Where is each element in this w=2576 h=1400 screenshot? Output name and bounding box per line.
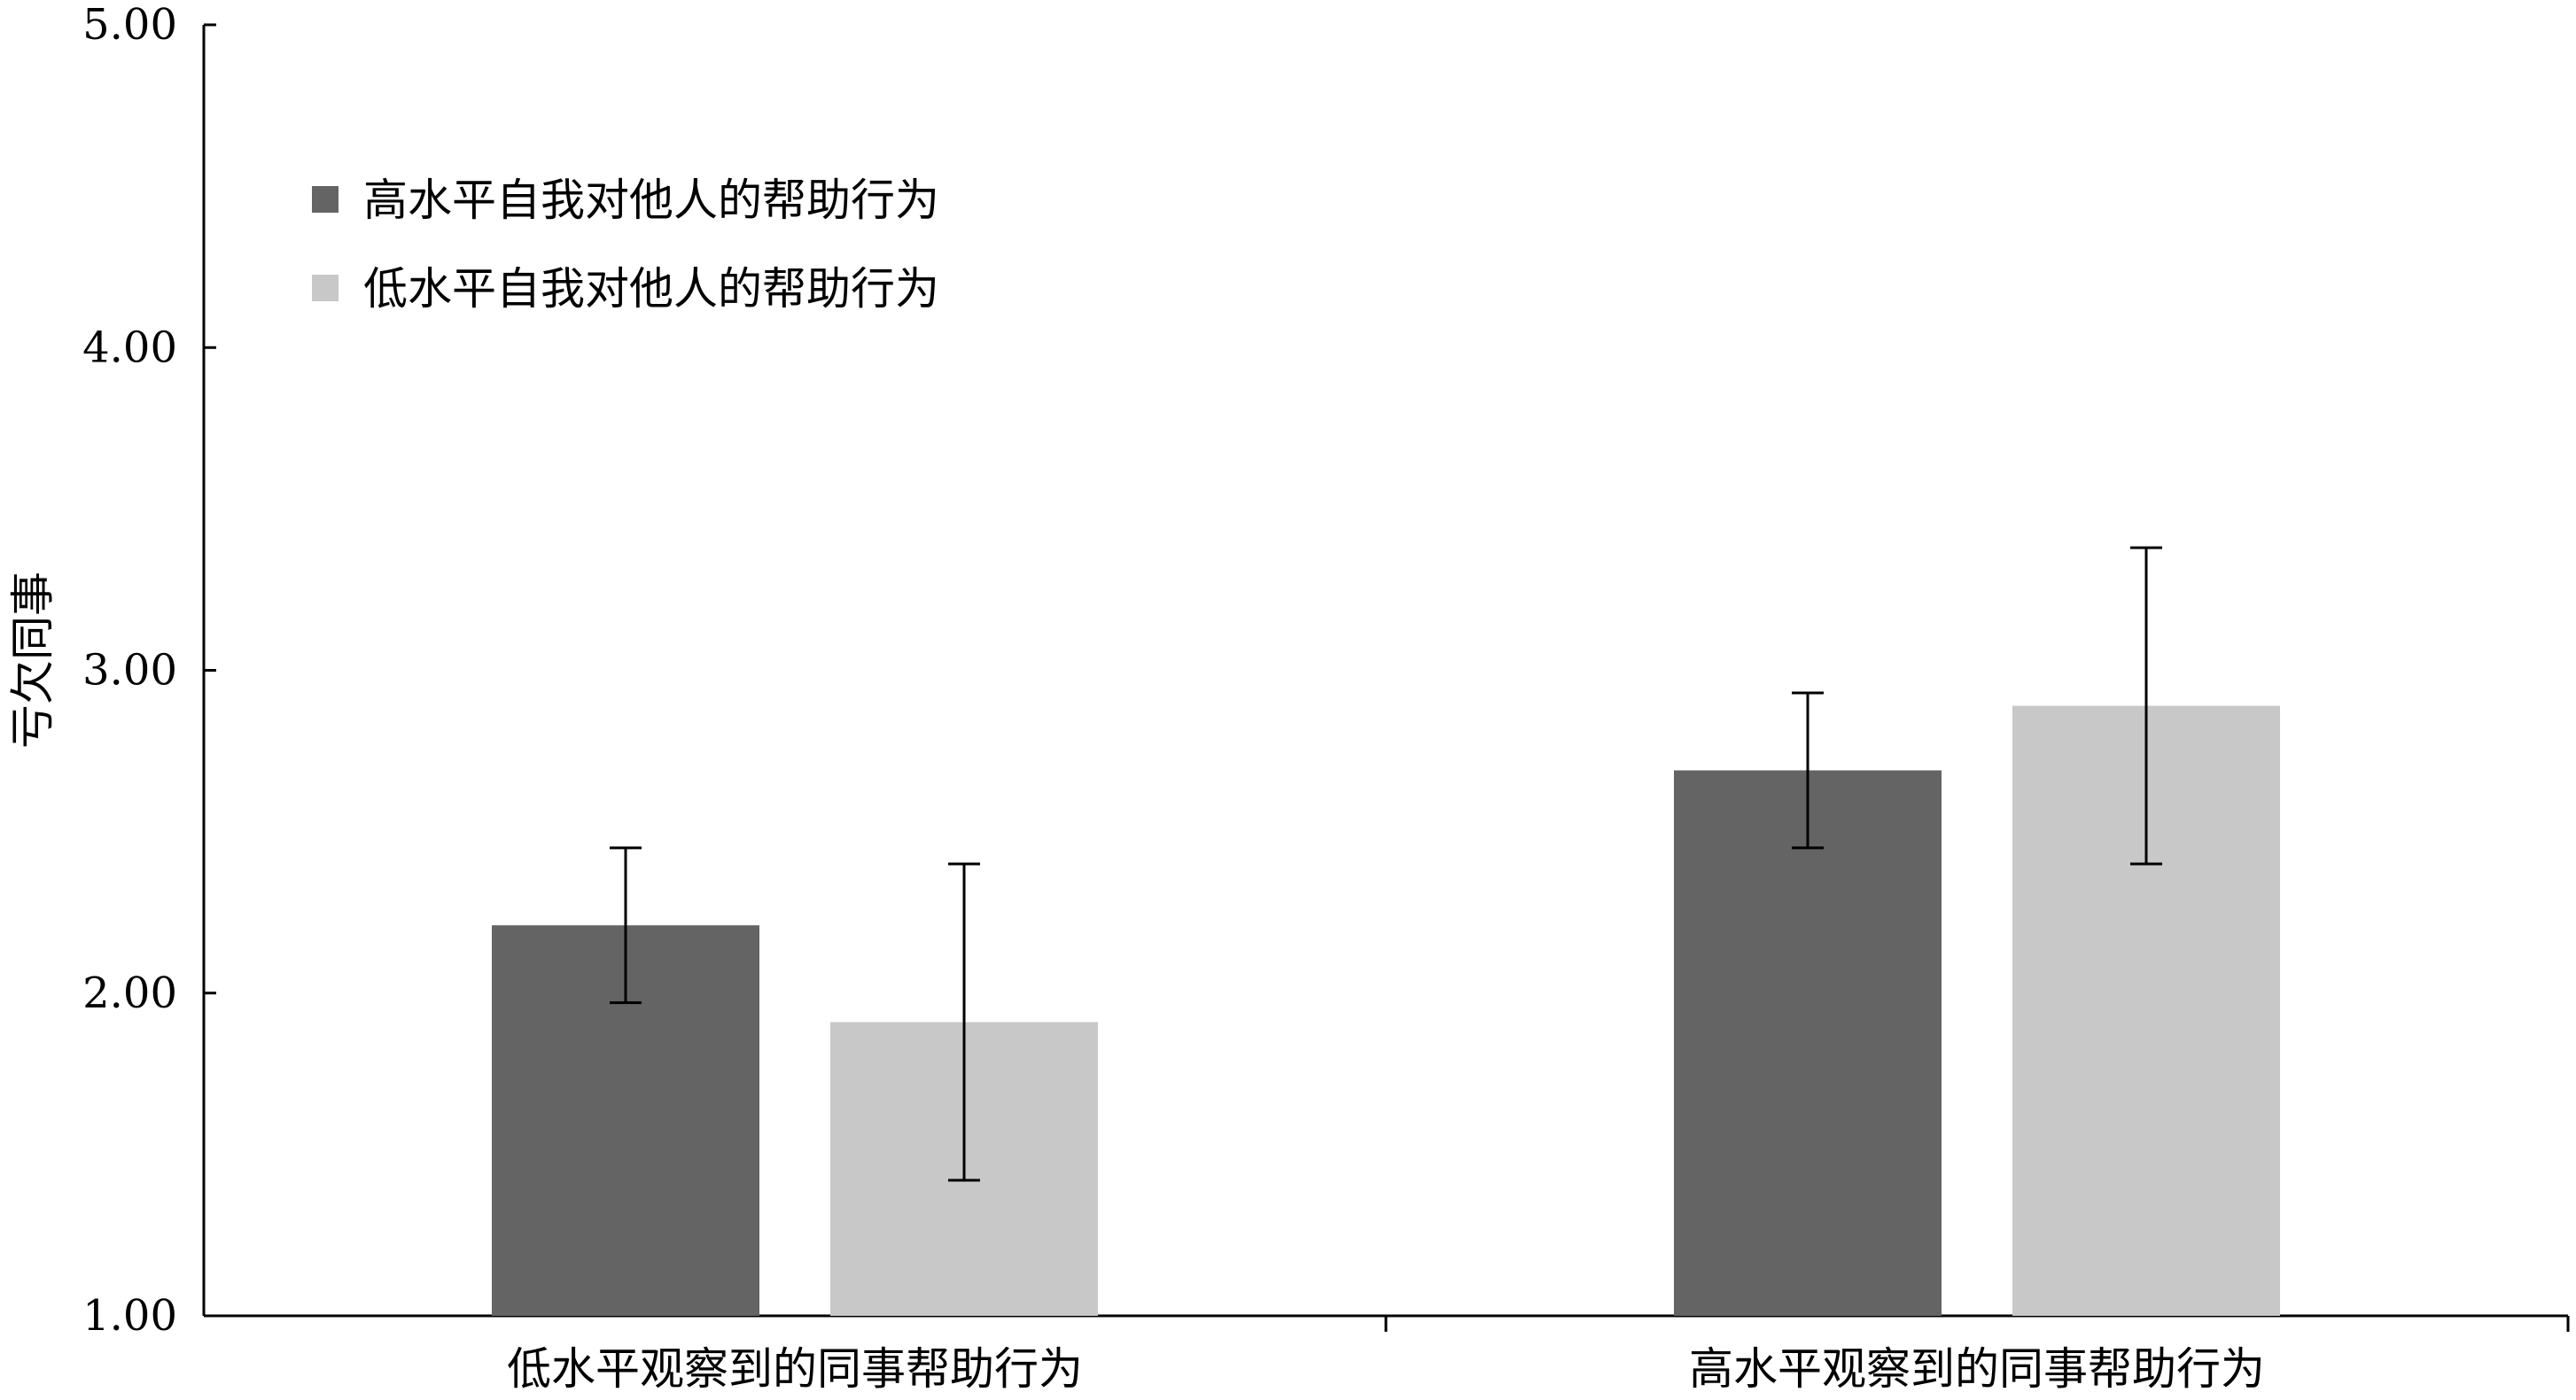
legend-label: 高水平自我对他人的帮助行为 xyxy=(363,175,939,226)
y-tick-label: 1.00 xyxy=(82,1291,177,1341)
y-tick-label: 5.00 xyxy=(82,0,177,50)
y-tick-label: 4.00 xyxy=(82,323,177,372)
y-tick-label: 3.00 xyxy=(82,646,177,696)
bar xyxy=(1674,770,1942,1316)
axis-labels: 亏欠同事 xyxy=(7,572,58,749)
error-bars xyxy=(610,546,2162,1182)
bars xyxy=(492,705,2280,1316)
legend-swatch xyxy=(312,186,339,213)
x-category-label: 低水平观察到的同事帮助行为 xyxy=(507,1343,1083,1395)
legend-swatch xyxy=(312,275,339,301)
y-tick-label: 2.00 xyxy=(82,968,177,1018)
axes: 1.00 2.00 3.00 4.00 5.00 低水平观察到的同事帮助行为 高水平观察到的… xyxy=(82,0,2570,1395)
x-category-label: 高水平观察到的同事帮助行为 xyxy=(1689,1343,2265,1395)
y-axis-title: 亏欠同事 xyxy=(7,572,58,749)
legend-label: 低水平自我对他人的帮助行为 xyxy=(363,263,939,315)
